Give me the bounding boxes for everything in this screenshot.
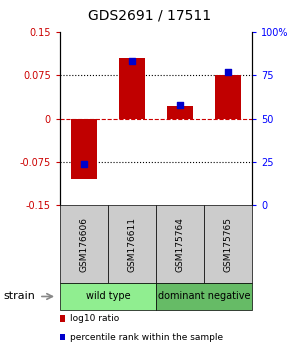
Text: percentile rank within the sample: percentile rank within the sample — [70, 332, 223, 342]
Text: GSM176606: GSM176606 — [80, 217, 88, 272]
Bar — [71, 119, 97, 179]
Text: log10 ratio: log10 ratio — [70, 314, 119, 323]
Text: wild type: wild type — [86, 291, 130, 302]
Text: GSM175764: GSM175764 — [176, 217, 184, 272]
Text: strain: strain — [3, 291, 35, 302]
Bar — [119, 58, 145, 119]
Bar — [215, 75, 241, 119]
Point — [226, 69, 230, 75]
Text: dominant negative: dominant negative — [158, 291, 250, 302]
Point — [130, 58, 134, 64]
Text: GSM175765: GSM175765 — [224, 217, 232, 272]
Point — [82, 161, 86, 166]
Text: GDS2691 / 17511: GDS2691 / 17511 — [88, 9, 212, 23]
Bar — [167, 106, 193, 119]
Text: GSM176611: GSM176611 — [128, 217, 136, 272]
Point — [178, 102, 182, 108]
